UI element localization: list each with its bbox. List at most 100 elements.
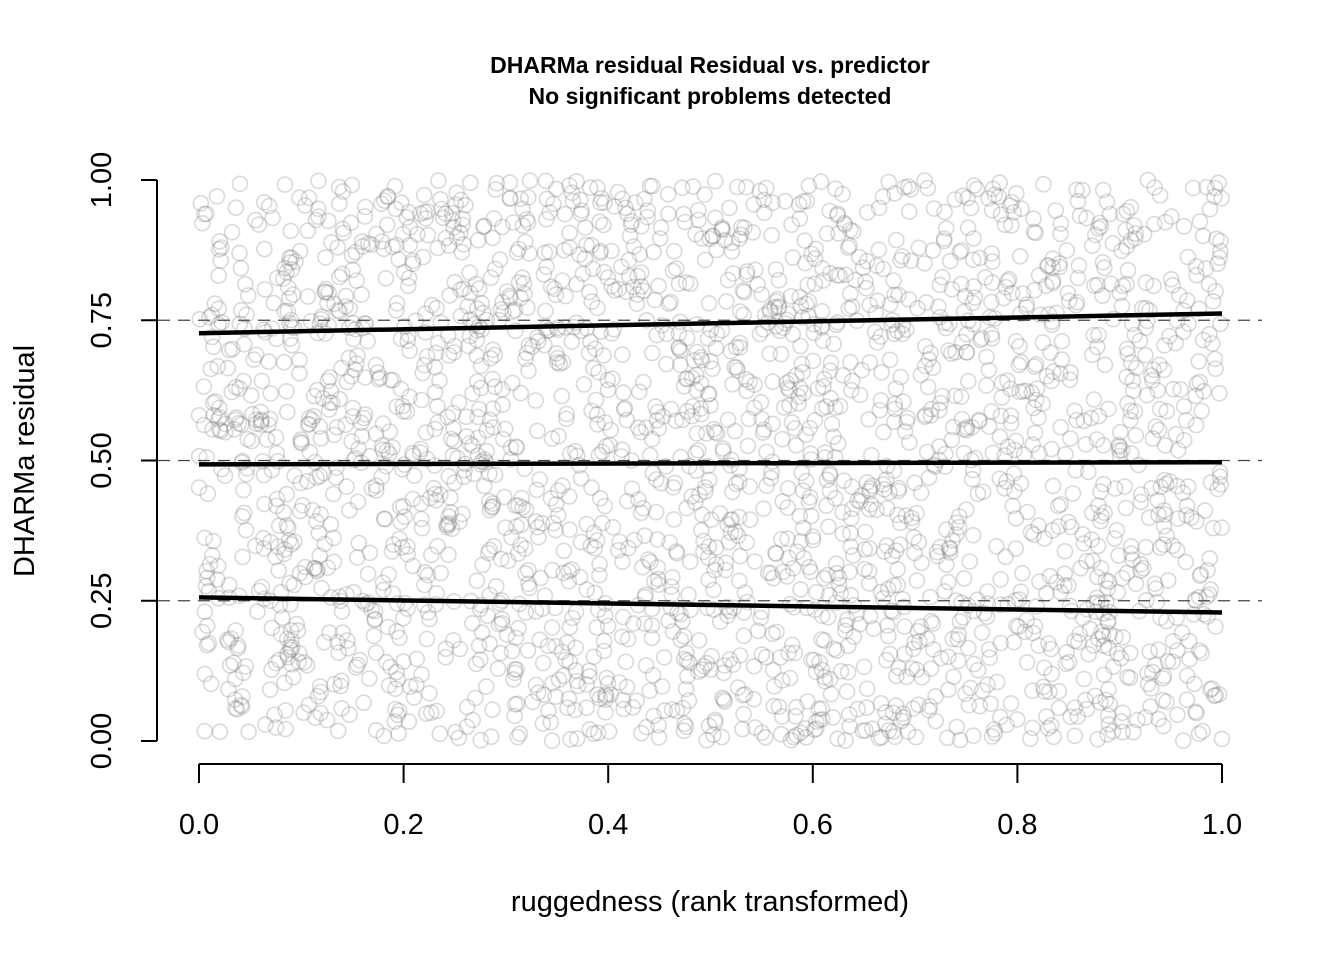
scatter-point — [877, 715, 894, 733]
scatter-point — [1202, 473, 1220, 491]
scatter-point — [753, 410, 770, 428]
scatter-point — [1025, 526, 1042, 544]
scatter-point — [484, 498, 501, 515]
scatter-point — [583, 402, 600, 420]
scatter-point — [257, 716, 274, 733]
scatter-point — [331, 268, 348, 286]
scatter-point — [429, 397, 446, 415]
scatter-point — [325, 426, 343, 444]
scatter-point — [497, 519, 514, 536]
scatter-point — [935, 232, 953, 250]
scatter-point — [770, 271, 788, 289]
scatter-point — [661, 534, 679, 551]
scatter-point — [964, 727, 982, 745]
scatter-point — [316, 535, 334, 553]
scatter-point — [445, 344, 463, 361]
scatter-point — [231, 244, 248, 262]
scatter-point — [724, 265, 742, 282]
scatter-point — [964, 251, 982, 269]
scatter-point — [1164, 276, 1181, 294]
scatter-point — [702, 352, 719, 370]
scatter-point — [840, 706, 858, 723]
scatter-point — [615, 401, 633, 418]
scatter-point — [1062, 364, 1079, 382]
scatter-point — [473, 295, 491, 312]
scatter-point — [827, 489, 844, 507]
scatter-point — [1008, 185, 1025, 202]
scatter-point — [484, 370, 501, 388]
scatter-point — [450, 394, 468, 411]
scatter-point — [629, 419, 647, 437]
scatter-point — [892, 251, 909, 269]
scatter-point — [323, 234, 340, 251]
scatter-point — [1077, 436, 1095, 453]
scatter-point — [1108, 521, 1126, 539]
scatter-point — [513, 489, 531, 507]
scatter-point — [592, 194, 609, 212]
scatter-point — [547, 637, 565, 655]
scatter-point — [1148, 593, 1166, 611]
scatter-point — [597, 703, 614, 721]
scatter-point — [337, 298, 354, 315]
scatter-point — [806, 601, 824, 619]
scatter-point — [798, 192, 816, 210]
scatter-point — [253, 411, 270, 429]
scatter-point — [872, 583, 890, 601]
scatter-point — [735, 283, 753, 301]
scatter-point — [381, 423, 399, 440]
scatter-point — [1090, 630, 1107, 648]
scatter-point — [815, 370, 833, 388]
scatter-point — [359, 594, 377, 611]
scatter-point — [1178, 691, 1196, 709]
scatter-point — [1096, 356, 1114, 374]
scatter-point — [803, 245, 821, 263]
scatter-point — [196, 665, 214, 683]
scatter-point — [197, 577, 215, 595]
scatter-point — [468, 300, 486, 317]
scatter-point — [726, 358, 743, 376]
scatter-point — [465, 465, 483, 483]
scatter-point — [693, 351, 711, 369]
scatter-point — [704, 726, 722, 744]
scatter-point — [686, 494, 704, 511]
scatter-point — [857, 722, 874, 739]
scatter-point — [213, 460, 230, 478]
scatter-point — [721, 199, 738, 217]
scatter-point — [1075, 412, 1093, 430]
scatter-point — [1042, 640, 1060, 658]
scatter-point — [1165, 380, 1182, 398]
scatter-point — [399, 546, 416, 563]
scatter-point — [1123, 315, 1141, 333]
scatter-point — [886, 185, 903, 202]
scatter-point — [917, 406, 934, 424]
scatter-point — [796, 232, 814, 249]
scatter-point — [881, 645, 899, 663]
scatter-point — [1075, 535, 1093, 552]
scatter-point — [944, 532, 961, 549]
scatter-point — [728, 178, 746, 196]
scatter-point — [794, 193, 812, 210]
scatter-point — [1096, 259, 1113, 277]
scatter-point — [684, 397, 702, 415]
scatter-point — [620, 539, 637, 557]
scatter-point — [256, 240, 273, 258]
scatter-point — [959, 639, 977, 657]
scatter-point — [722, 342, 740, 360]
scatter-point — [503, 642, 521, 660]
scatter-point — [543, 561, 561, 579]
scatter-point — [581, 667, 598, 685]
scatter-point — [571, 568, 589, 586]
scatter-point — [213, 239, 230, 256]
scatter-point — [936, 314, 953, 332]
scatter-point — [887, 697, 905, 714]
scatter-point — [440, 546, 457, 564]
scatter-point — [275, 353, 293, 371]
scatter-point — [1027, 391, 1045, 409]
scatter-point — [1041, 683, 1058, 701]
scatter-point — [443, 520, 461, 538]
scatter-point — [1170, 286, 1188, 304]
scatter-point — [446, 337, 464, 355]
scatter-point — [312, 505, 330, 523]
scatter-point — [324, 485, 342, 503]
scatter-point — [818, 398, 835, 415]
